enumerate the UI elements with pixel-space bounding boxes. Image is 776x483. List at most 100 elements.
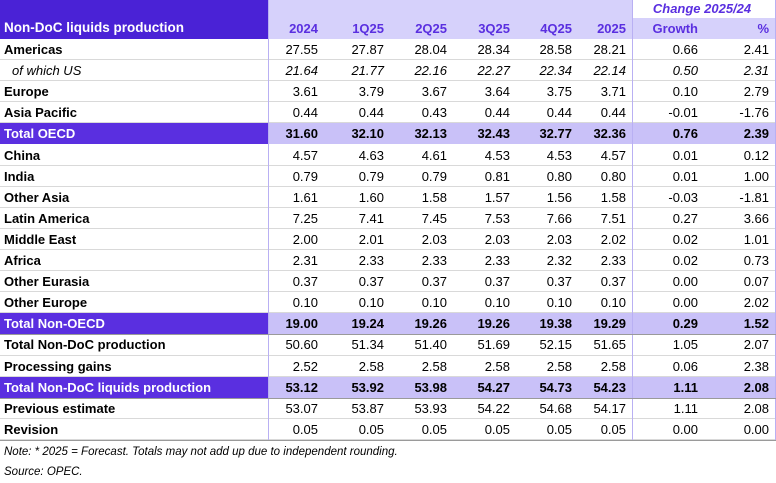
cell-value: 1.52 [743,316,769,332]
cell-value: 51.65 [593,337,626,353]
title: Non-DoC liquids production [4,20,184,35]
cell-value: 0.44 [292,105,318,121]
cell-value: 2.02 [743,295,769,311]
section-line [0,397,776,399]
cell-value: 3.71 [600,84,626,100]
cell-value: 0.10 [546,295,572,311]
cell-value: 2.52 [292,358,318,374]
row-label: Middle East [4,231,77,247]
cell-value: 1.58 [600,189,626,205]
cell-value: 19.26 [414,316,447,332]
row-line [0,164,776,166]
row-label: Americas [4,42,63,57]
cell-value: 0.12 [743,147,769,163]
cell-value: 0.29 [672,316,698,332]
cell-value: 0.02 [672,253,698,268]
cell-value: 4.57 [292,147,318,163]
change-header: Change 2025/24 [652,1,752,16]
cell-value: -0.01 [668,105,698,121]
row-label: Other Eurasia [4,274,90,290]
cell-value: 22.34 [539,63,572,79]
row-line [0,249,776,250]
cell-value: 3.79 [358,84,384,100]
total-values-bg [268,376,776,398]
row-line [0,375,776,377]
cell-value: 2.03 [546,231,572,247]
cell-value: 0.05 [600,421,626,437]
cell-value: 0.00 [743,421,769,437]
cell-value: 4.53 [484,147,510,163]
cell-value: 2.33 [358,253,384,268]
cell-value: 0.80 [600,168,626,184]
cell-value: 0.05 [546,421,572,437]
cell-value: 0.44 [484,105,510,121]
row-label: Other Asia [4,189,70,205]
cell-value: 53.07 [285,400,318,416]
row-line [0,291,776,293]
cell-value: 0.00 [672,421,698,437]
cell-value: 2.01 [358,231,384,247]
cell-value: 0.00 [672,274,698,290]
cell-value: 2.58 [546,358,572,374]
cell-value: 2.58 [421,358,447,374]
cell-value: 32.77 [539,126,572,142]
total-label-bg [0,313,268,335]
separator [632,0,633,440]
cell-value: 1.01 [743,231,769,247]
cell-value: 1.60 [358,189,384,205]
cell-value: 4.61 [421,147,447,163]
cell-value: 2.41 [743,42,769,57]
cell-value: 0.37 [292,274,318,290]
cell-value: 3.67 [421,84,447,100]
cell-value: 2.03 [484,231,510,247]
cell-value: 54.22 [477,400,510,416]
cell-value: 2.58 [358,358,384,374]
cell-value: 0.79 [358,168,384,184]
cell-value: 0.76 [672,126,698,142]
section-line [0,334,776,336]
cell-value: 0.10 [292,295,318,311]
row-label: of which US [12,63,82,79]
separator [268,0,269,440]
cell-value: 0.05 [421,421,447,437]
cell-value: 0.05 [358,421,384,437]
cell-value: 54.27 [477,379,510,395]
cell-value: 28.04 [414,42,447,57]
cell-value: 0.10 [421,295,447,311]
cell-value: 2.31 [743,63,769,79]
cell-value: 3.64 [484,84,510,100]
cell-value: 2.07 [743,337,769,353]
cell-value: 3.75 [546,84,572,100]
cell-value: 22.16 [414,63,447,79]
cell-value: 1.58 [421,189,447,205]
cell-value: 7.66 [546,210,572,226]
cell-value: 2.58 [484,358,510,374]
row-line [0,122,776,124]
cell-value: 27.55 [285,42,318,57]
row-line [0,185,776,187]
cell-value: 7.53 [484,210,510,226]
cell-value: 1.11 [673,400,698,416]
column-header: 3Q25 [478,21,510,36]
column-header: 2025 [597,21,626,36]
cell-value: 51.69 [477,337,510,353]
cell-value: 51.40 [414,337,447,353]
cell-value: 2.00 [292,231,318,247]
column-header: 1Q25 [352,21,384,36]
cell-value: 0.37 [546,274,572,290]
cell-value: 0.44 [546,105,572,121]
cell-value: 0.80 [546,168,572,184]
cell-value: 0.37 [421,274,447,290]
cell-value: 54.73 [539,379,572,395]
cell-value: 0.27 [672,210,698,226]
cell-value: 2.02 [600,231,626,247]
cell-value: 7.41 [358,210,384,226]
cell-value: 53.12 [285,379,318,395]
cell-value: -1.81 [739,189,769,205]
row-label: Revision [4,421,59,437]
cell-value: 4.57 [600,147,626,163]
cell-value: 27.87 [351,42,384,57]
total-label-bg [0,123,268,145]
cell-value: 2.32 [546,253,572,268]
cell-value: 0.01 [672,147,698,163]
